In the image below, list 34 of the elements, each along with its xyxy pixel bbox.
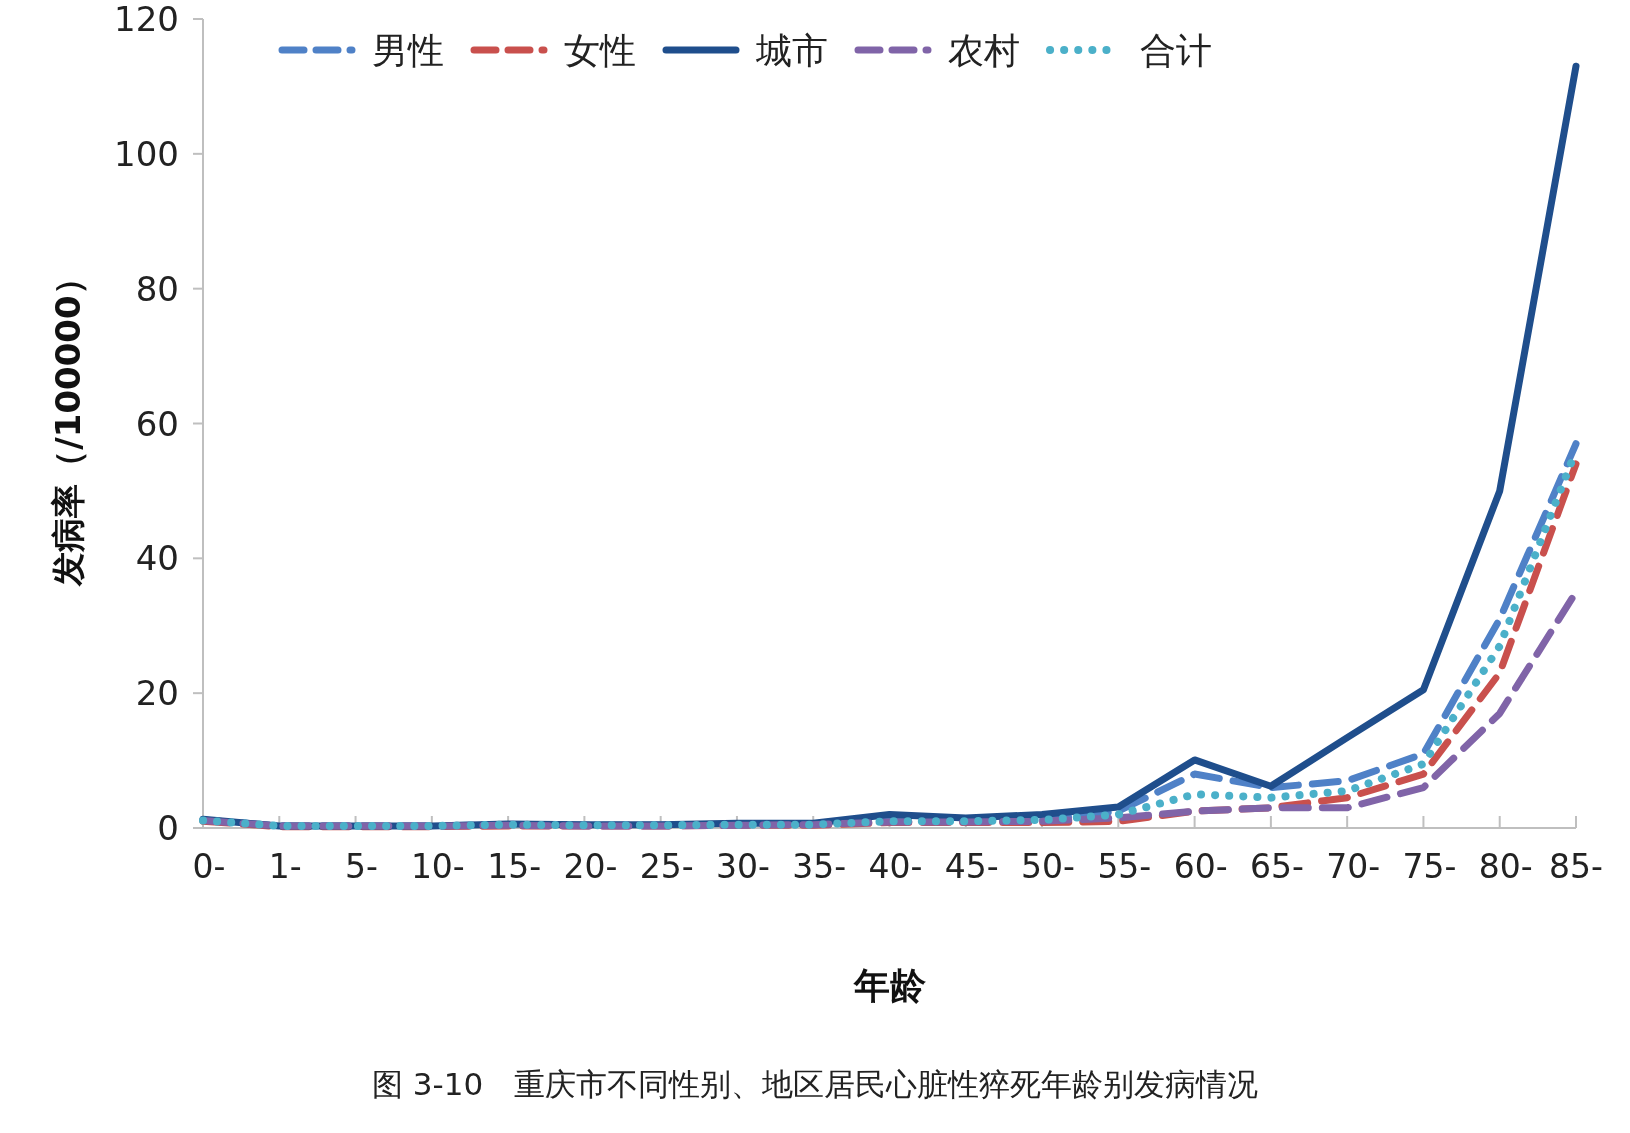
legend-label: 城市 [755,30,828,71]
x-tick-label: 20- [563,847,618,886]
x-tick-label: 25- [639,847,694,886]
y-tick-label: 120 [114,0,179,39]
x-tick-label: 5- [345,847,379,886]
caption: 图 3-10 重庆市不同性别、地区居民心脏性猝死年龄别发病情况 [371,1066,1259,1102]
x-tick-label: 1- [268,847,302,886]
legend-label: 合计 [1140,30,1212,71]
x-tick-label: 70- [1326,847,1381,886]
x-tick-label: 15- [487,847,542,886]
x-tick-label: 65- [1249,847,1304,886]
x-tick-label: 80- [1478,847,1533,886]
y-axis-title: 发病率（/100000） [48,261,88,587]
x-tick-label: 85- [1549,847,1603,886]
legend-label: 女性 [564,30,636,71]
legend-label: 农村 [948,30,1020,71]
x-tick-label: 35- [792,847,847,886]
x-tick-label: 75- [1402,847,1457,886]
y-tick-label: 100 [114,133,179,174]
y-tick-label: 80 [135,268,179,309]
x-tick-label: 60- [1173,847,1228,886]
x-tick-label: 45- [944,847,999,886]
x-tick-label: 40- [868,847,923,886]
y-tick-label: 20 [135,673,179,714]
x-tick-label: 30- [715,847,770,886]
y-tick-label: 60 [135,403,179,444]
y-tick-label: 40 [135,538,179,579]
legend-label: 男性 [372,30,444,71]
y-tick-label: 0 [157,808,179,848]
x-tick-label: 55- [1097,847,1152,886]
x-tick-label: 10- [410,847,465,886]
x-tick-label: 50- [1021,847,1076,886]
x-axis-title: 年龄 [852,965,926,1006]
x-tick-label: 0- [192,847,226,886]
